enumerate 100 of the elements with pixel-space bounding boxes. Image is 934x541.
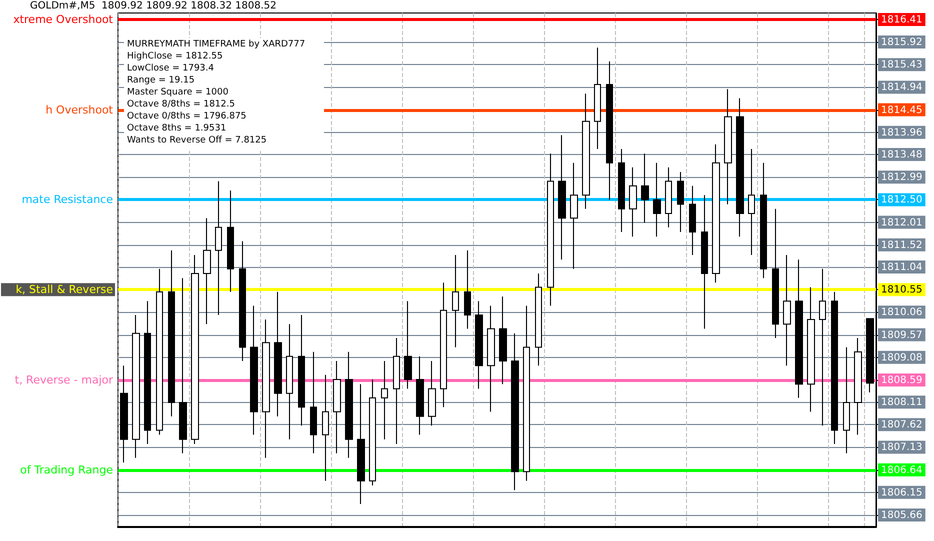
candlestick — [215, 180, 222, 316]
ref-line-label: h Overshoot — [46, 103, 114, 116]
candlestick — [452, 254, 459, 348]
annotation: MURREYMATH TIMEFRAME by XARD777 — [127, 40, 306, 50]
candlestick — [250, 305, 258, 436]
y-tick-label: 1806.15 — [881, 487, 922, 498]
y-tick-label: 1808.11 — [881, 397, 922, 408]
chart-title: GOLDm#,M5 1809.92 1809.92 1808.32 1808.52 — [30, 0, 276, 12]
candlestick — [428, 360, 436, 426]
y-tick-label: 1815.43 — [881, 60, 922, 71]
candlestick — [594, 47, 601, 150]
y-tick-label: 1814.94 — [881, 82, 922, 94]
candlestick — [475, 300, 483, 390]
candlestick — [795, 259, 803, 398]
candlestick — [381, 360, 388, 440]
candlestick — [736, 98, 744, 238]
candlestick — [641, 153, 649, 224]
y-tick-label: 1805.66 — [881, 510, 922, 522]
candlestick — [712, 144, 720, 284]
candlestick — [179, 278, 187, 454]
y-tick-label: 1809.08 — [881, 352, 922, 364]
annotation: Wants to Reverse Off = 7.8125 — [127, 136, 267, 146]
ref-line-label: k, Stall & Reverse — [16, 283, 114, 296]
candlestick — [286, 324, 293, 440]
y-tick-label: 1810.55 — [881, 284, 922, 296]
candlestick — [724, 88, 732, 205]
y-tick-label: 1813.48 — [881, 150, 922, 161]
y-tick-label: 1813.96 — [881, 127, 922, 138]
annotation: Master Square = 1000 — [127, 88, 229, 98]
y-tick-label: 1816.41 — [881, 14, 922, 26]
y-tick-label: 1811.04 — [881, 262, 922, 274]
y-tick-label: 1814.45 — [881, 104, 922, 116]
candlestick — [322, 374, 329, 482]
candlestick — [357, 384, 365, 504]
annotation: Octave 8ths = 1.9531 — [127, 124, 226, 134]
candlestick — [487, 305, 495, 412]
candlestick — [132, 314, 140, 458]
candlestick — [854, 337, 862, 436]
candlestick — [701, 194, 708, 330]
candlestick — [298, 314, 305, 426]
y-tick-label: 1812.50 — [881, 194, 922, 206]
y-tick-label: 1809.57 — [881, 330, 922, 341]
candlestick — [535, 272, 542, 366]
candlestick — [618, 148, 625, 232]
ref-line-label: of Trading Range — [20, 463, 114, 476]
candlestick — [558, 134, 566, 260]
candlestick — [168, 250, 175, 417]
candlestick — [629, 166, 637, 238]
candlestick — [239, 240, 246, 362]
candlestick — [464, 250, 471, 330]
candlestick — [191, 254, 199, 445]
candlestick — [653, 162, 661, 238]
candlestick — [404, 300, 412, 390]
y-tick-label: 1812.99 — [881, 172, 922, 184]
candlestick — [547, 153, 554, 306]
candlestick — [416, 356, 424, 436]
y-tick-label: 1812.01 — [881, 217, 922, 228]
candlestick — [523, 305, 530, 482]
candlestick — [310, 351, 317, 454]
candlestick — [783, 254, 791, 366]
annotation: Range = 19.15 — [127, 76, 195, 86]
candlestick — [511, 332, 519, 491]
annotation: HighClose = 1812.55 — [127, 52, 223, 62]
candlestick — [819, 268, 826, 426]
annotation: LowClose = 1793.4 — [127, 64, 214, 74]
candlestick — [156, 268, 163, 436]
y-tick-label: 1806.64 — [881, 464, 922, 476]
candlestick — [393, 337, 400, 445]
y-tick-label: 1807.13 — [881, 442, 922, 454]
candlestick — [570, 162, 578, 270]
candlestick — [499, 296, 507, 385]
candlestick — [748, 148, 755, 256]
annotation: Octave 8/8ths = 1812.5 — [127, 100, 235, 110]
candlestick — [665, 166, 672, 228]
candlestick — [333, 360, 341, 454]
y-tick-label: 1808.59 — [881, 374, 922, 386]
ref-line-label: mate Resistance — [22, 193, 114, 206]
candlestick — [582, 93, 590, 210]
annotation: Octave 0/8ths = 1796.875 — [127, 112, 246, 122]
candlestick — [345, 351, 353, 458]
candlestick — [120, 365, 128, 463]
candlestick — [227, 190, 234, 292]
candlestick — [760, 162, 767, 279]
ref-line-label: xtreme Overshoot — [13, 12, 114, 26]
candlestick — [262, 319, 270, 458]
y-tick-label: 1815.92 — [881, 37, 922, 48]
candlestick — [274, 291, 282, 417]
candlestick — [677, 172, 684, 232]
candlestick — [866, 318, 874, 393]
candlestick — [144, 300, 151, 445]
y-tick-label: 1810.06 — [881, 307, 922, 318]
candlestick — [843, 346, 850, 454]
candlestick — [807, 286, 815, 412]
candlestick — [606, 60, 613, 200]
candlestick — [440, 282, 447, 408]
ref-line-label: t, Reverse - major — [14, 373, 114, 386]
candlestick — [772, 208, 779, 338]
candlestick — [203, 218, 211, 325]
candlestick — [369, 378, 376, 486]
candlestick — [831, 291, 838, 445]
